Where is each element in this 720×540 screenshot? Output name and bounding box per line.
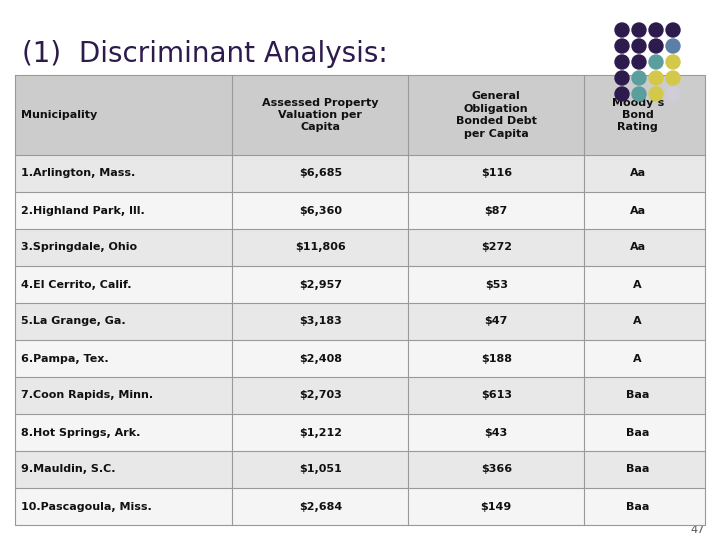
Text: $188: $188 (481, 354, 512, 363)
Text: Aa: Aa (630, 168, 646, 179)
Bar (15, 340, 705, 377)
Text: $2,684: $2,684 (299, 502, 342, 511)
Text: $6,360: $6,360 (299, 206, 342, 215)
Text: (1)  Discriminant Analysis:: (1) Discriminant Analysis: (22, 40, 388, 68)
Text: Aa: Aa (630, 242, 646, 253)
Text: $87: $87 (485, 206, 508, 215)
Text: $1,051: $1,051 (299, 464, 342, 475)
Text: $149: $149 (481, 502, 512, 511)
Text: 6.Pampa, Tex.: 6.Pampa, Tex. (21, 354, 109, 363)
Text: 3.Springdale, Ohio: 3.Springdale, Ohio (21, 242, 137, 253)
Text: Assessed Property
Valuation per
Capita: Assessed Property Valuation per Capita (262, 98, 379, 132)
Circle shape (632, 71, 646, 85)
Bar (15, 414, 705, 451)
Circle shape (632, 55, 646, 69)
Text: $2,408: $2,408 (299, 354, 342, 363)
Circle shape (666, 39, 680, 53)
Text: Aa: Aa (630, 206, 646, 215)
Circle shape (649, 39, 663, 53)
Bar (15, 192, 705, 229)
Text: 8.Hot Springs, Ark.: 8.Hot Springs, Ark. (21, 428, 140, 437)
Circle shape (649, 71, 663, 85)
Text: $2,703: $2,703 (299, 390, 342, 401)
Bar (15, 303, 705, 340)
Text: 5.La Grange, Ga.: 5.La Grange, Ga. (21, 316, 125, 327)
Circle shape (632, 23, 646, 37)
Text: 9.Mauldin, S.C.: 9.Mauldin, S.C. (21, 464, 115, 475)
Text: $116: $116 (481, 168, 512, 179)
Text: Baa: Baa (626, 464, 649, 475)
Text: A: A (634, 280, 642, 289)
Circle shape (666, 23, 680, 37)
Circle shape (615, 39, 629, 53)
Text: A: A (634, 316, 642, 327)
Text: $2,957: $2,957 (299, 280, 342, 289)
Circle shape (666, 87, 680, 101)
Text: $613: $613 (481, 390, 512, 401)
Bar (15, 451, 705, 488)
Text: Municipality: Municipality (21, 110, 97, 120)
Bar (15, 266, 705, 303)
Circle shape (615, 23, 629, 37)
Text: $6,685: $6,685 (299, 168, 342, 179)
Text: 47: 47 (690, 525, 705, 535)
Text: Moody’s
Bond
Rating: Moody’s Bond Rating (611, 98, 664, 132)
Text: 1.Arlington, Mass.: 1.Arlington, Mass. (21, 168, 135, 179)
Text: 10.Pascagoula, Miss.: 10.Pascagoula, Miss. (21, 502, 152, 511)
Text: A: A (634, 354, 642, 363)
Text: $11,806: $11,806 (295, 242, 346, 253)
Text: Baa: Baa (626, 428, 649, 437)
Text: Baa: Baa (626, 390, 649, 401)
Text: $366: $366 (481, 464, 512, 475)
Circle shape (666, 55, 680, 69)
Bar (15, 75, 705, 155)
Circle shape (649, 55, 663, 69)
Circle shape (649, 23, 663, 37)
Text: 7.Coon Rapids, Minn.: 7.Coon Rapids, Minn. (21, 390, 153, 401)
Text: $1,212: $1,212 (299, 428, 342, 437)
Text: General
Obligation
Bonded Debt
per Capita: General Obligation Bonded Debt per Capit… (456, 91, 536, 139)
Bar (15, 229, 705, 266)
Bar (15, 377, 705, 414)
Text: 2.Highland Park, Ill.: 2.Highland Park, Ill. (21, 206, 145, 215)
Circle shape (615, 55, 629, 69)
Text: $53: $53 (485, 280, 508, 289)
Text: $43: $43 (485, 428, 508, 437)
Bar (15, 488, 705, 525)
Text: 4.El Cerrito, Calif.: 4.El Cerrito, Calif. (21, 280, 132, 289)
Circle shape (632, 87, 646, 101)
Text: Baa: Baa (626, 502, 649, 511)
Circle shape (615, 71, 629, 85)
Circle shape (615, 87, 629, 101)
Circle shape (632, 39, 646, 53)
Text: $272: $272 (481, 242, 512, 253)
Text: $3,183: $3,183 (299, 316, 342, 327)
Text: $47: $47 (485, 316, 508, 327)
Circle shape (649, 87, 663, 101)
Circle shape (666, 71, 680, 85)
Bar (15, 155, 705, 192)
